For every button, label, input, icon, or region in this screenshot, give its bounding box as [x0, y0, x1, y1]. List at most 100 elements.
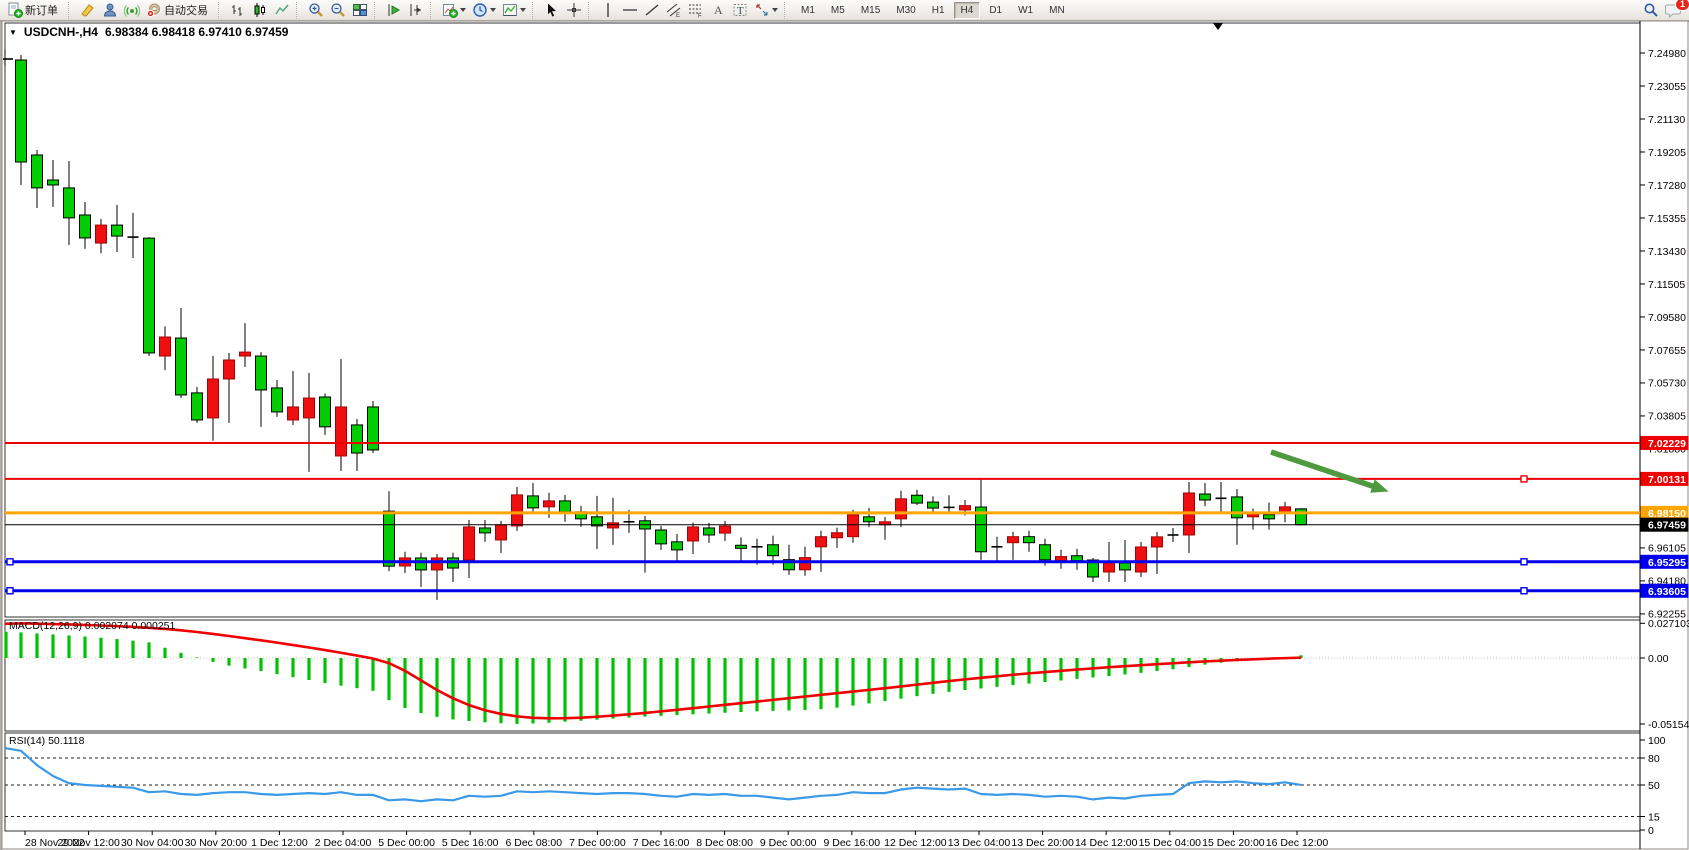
candlestick — [511, 486, 523, 531]
channel-tool-button[interactable]: E — [663, 1, 685, 20]
timeframe-button-D1[interactable]: D1 — [989, 4, 1003, 16]
candle-body-down — [735, 544, 747, 549]
time-axis-label: 5 Dec 16:00 — [442, 837, 499, 849]
arrows-tool-button[interactable] — [751, 1, 781, 20]
candle-body-up — [511, 494, 523, 527]
candle-body-up — [543, 500, 555, 508]
text-tool-button[interactable]: A — [707, 1, 729, 20]
candlestick — [991, 536, 1003, 561]
time-axis-label: 8 Dec 08:00 — [696, 837, 753, 849]
candle-body-up — [847, 514, 859, 538]
trendline-tool-button[interactable] — [641, 1, 663, 20]
candlestick — [95, 218, 107, 254]
fibonacci-tool-button[interactable]: F — [685, 1, 707, 20]
periods-button[interactable] — [469, 1, 499, 20]
chart-title: ▼ USDCNH-,H4 6.98384 6.98418 6.97410 6.9… — [9, 25, 288, 39]
horizontal-line-icon — [622, 2, 638, 18]
candlestick — [1295, 508, 1307, 526]
search-button[interactable] — [1640, 1, 1662, 20]
rsi-panel[interactable] — [4, 732, 1641, 832]
tile-windows-button[interactable] — [349, 1, 371, 20]
time-axis-label: 15 Dec 04:00 — [1139, 837, 1202, 849]
time-axis-label: 9 Dec 00:00 — [760, 837, 817, 849]
toolbar-separator — [296, 1, 302, 19]
candle-body-down — [175, 337, 187, 396]
text-icon: A — [710, 2, 726, 18]
cursor-tool-button[interactable] — [541, 1, 563, 20]
price-axis-tick-label: 7.13430 — [1648, 246, 1686, 258]
trendline-icon — [644, 2, 660, 18]
bar-chart-icon — [230, 2, 246, 18]
candlestick — [831, 527, 843, 548]
timeframe-button-W1[interactable]: W1 — [1018, 4, 1034, 16]
timeframe-button-M1[interactable]: M1 — [801, 4, 815, 16]
main-chart-panel[interactable] — [4, 22, 1641, 618]
autotrade-button[interactable]: 自动交易 — [143, 1, 215, 20]
line-handle[interactable] — [6, 558, 14, 566]
chart-shift-button[interactable] — [405, 1, 427, 20]
line-handle[interactable] — [1520, 475, 1528, 483]
time-axis-label: 2 Dec 04:00 — [315, 837, 372, 849]
crosshair-tool-button[interactable] — [563, 1, 585, 20]
vertical-line-tool-button[interactable] — [597, 1, 619, 20]
autotrade-icon — [146, 2, 162, 18]
timeframe-button-M15[interactable]: M15 — [860, 4, 881, 16]
candlestick — [31, 150, 43, 208]
signal-button[interactable] — [121, 1, 143, 20]
trend-arrow-annotation[interactable] — [1270, 449, 1378, 491]
candle-body-up — [431, 557, 443, 571]
candle-body-up — [207, 378, 219, 419]
auto-scroll-icon — [386, 2, 402, 18]
timeframe-button-H4[interactable]: H4 — [953, 1, 981, 19]
line-chart-button[interactable] — [271, 1, 293, 20]
candlestick — [1231, 489, 1243, 545]
bar-chart-button[interactable] — [227, 1, 249, 20]
template-icon — [502, 2, 518, 18]
chart-canvas[interactable]: 7.24980 7.23055 7.21130 7.19205 7.17280 7.153… — [0, 21, 1689, 850]
auto-scroll-button[interactable] — [383, 1, 405, 20]
timeframe-button-H1[interactable]: H1 — [931, 4, 945, 16]
price-line-label-6.93605: 6.93605 — [1648, 586, 1686, 598]
svg-text:A: A — [714, 3, 723, 17]
candlestick — [703, 522, 715, 543]
toolbar-separator — [374, 1, 380, 19]
indicators-button[interactable] — [439, 1, 469, 20]
candlestick — [303, 373, 315, 472]
price-line-label-box — [1640, 471, 1689, 486]
candlestick — [159, 326, 171, 371]
candlestick — [927, 496, 939, 514]
text-label-icon: T — [732, 2, 748, 18]
candle-body-up — [895, 498, 907, 520]
time-axis-label: 14 Dec 12:00 — [1075, 837, 1138, 849]
horizontal-line-tool-button[interactable] — [619, 1, 641, 20]
equidistant-channel-icon: E — [666, 2, 682, 18]
price-axis-tick-label: 7.05730 — [1648, 378, 1686, 390]
line-handle[interactable] — [1520, 558, 1528, 566]
collapse-triangle-icon[interactable]: ▼ — [9, 27, 17, 37]
profile-button[interactable] — [99, 1, 121, 20]
text-label-tool-button[interactable]: T — [729, 1, 751, 20]
marker-button[interactable] — [77, 1, 99, 20]
zoom-out-button[interactable] — [327, 1, 349, 20]
chart-shift-marker[interactable] — [1213, 23, 1223, 30]
candlestick-button[interactable] — [249, 1, 271, 20]
zoom-in-button[interactable] — [305, 1, 327, 20]
candlestick — [1023, 530, 1035, 552]
timeframe-button-M5[interactable]: M5 — [830, 4, 845, 16]
candlestick — [815, 530, 827, 572]
new-order-button[interactable]: 新订单 — [4, 1, 65, 20]
timeframe-button-M30[interactable]: M30 — [896, 4, 916, 16]
candlestick — [207, 355, 219, 441]
line-handle[interactable] — [1520, 587, 1528, 595]
candle-body-up — [959, 505, 971, 511]
candlestick — [319, 393, 331, 435]
rsi-axis-label: 80 — [1648, 753, 1660, 765]
candlestick — [143, 237, 155, 357]
template-button[interactable] — [499, 1, 529, 20]
cursor-icon — [544, 2, 560, 18]
candle-body-up — [1103, 562, 1115, 573]
chat-button[interactable]: 1 — [1662, 0, 1689, 20]
price-axis-tick-label: 7.11505 — [1648, 279, 1685, 291]
timeframe-button-MN[interactable]: MN — [1049, 4, 1065, 16]
line-handle[interactable] — [6, 587, 14, 595]
